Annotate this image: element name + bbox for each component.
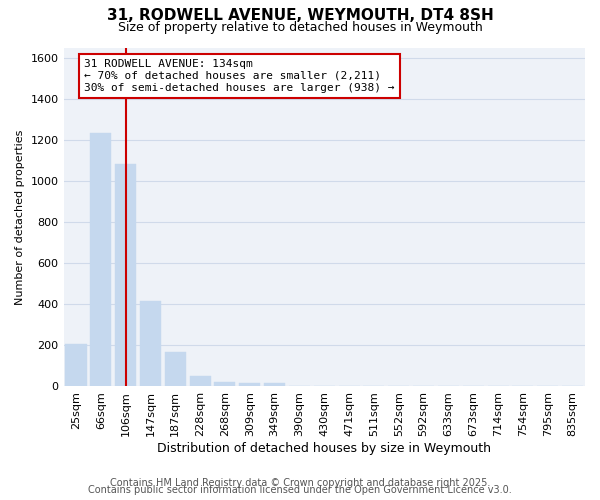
Text: 31, RODWELL AVENUE, WEYMOUTH, DT4 8SH: 31, RODWELL AVENUE, WEYMOUTH, DT4 8SH [107, 8, 493, 22]
Text: Contains HM Land Registry data © Crown copyright and database right 2025.: Contains HM Land Registry data © Crown c… [110, 478, 490, 488]
Bar [90, 133, 112, 386]
Bar [214, 382, 235, 386]
Bar [165, 352, 186, 386]
Title: 31, RODWELL AVENUE, WEYMOUTH, DT4 8SH
Size of property relative to detached hous: 31, RODWELL AVENUE, WEYMOUTH, DT4 8SH Si… [0, 499, 1, 500]
Bar [264, 383, 285, 386]
X-axis label: Distribution of detached houses by size in Weymouth: Distribution of detached houses by size … [157, 442, 491, 455]
Bar [190, 376, 211, 386]
Y-axis label: Number of detached properties: Number of detached properties [15, 130, 25, 304]
Text: 31 RODWELL AVENUE: 134sqm
← 70% of detached houses are smaller (2,211)
30% of se: 31 RODWELL AVENUE: 134sqm ← 70% of detac… [85, 60, 395, 92]
Bar [239, 383, 260, 386]
Text: Size of property relative to detached houses in Weymouth: Size of property relative to detached ho… [118, 21, 482, 34]
Text: Contains public sector information licensed under the Open Government Licence v3: Contains public sector information licen… [88, 485, 512, 495]
Bar [140, 301, 161, 386]
Bar [65, 344, 86, 387]
Bar [115, 164, 136, 386]
